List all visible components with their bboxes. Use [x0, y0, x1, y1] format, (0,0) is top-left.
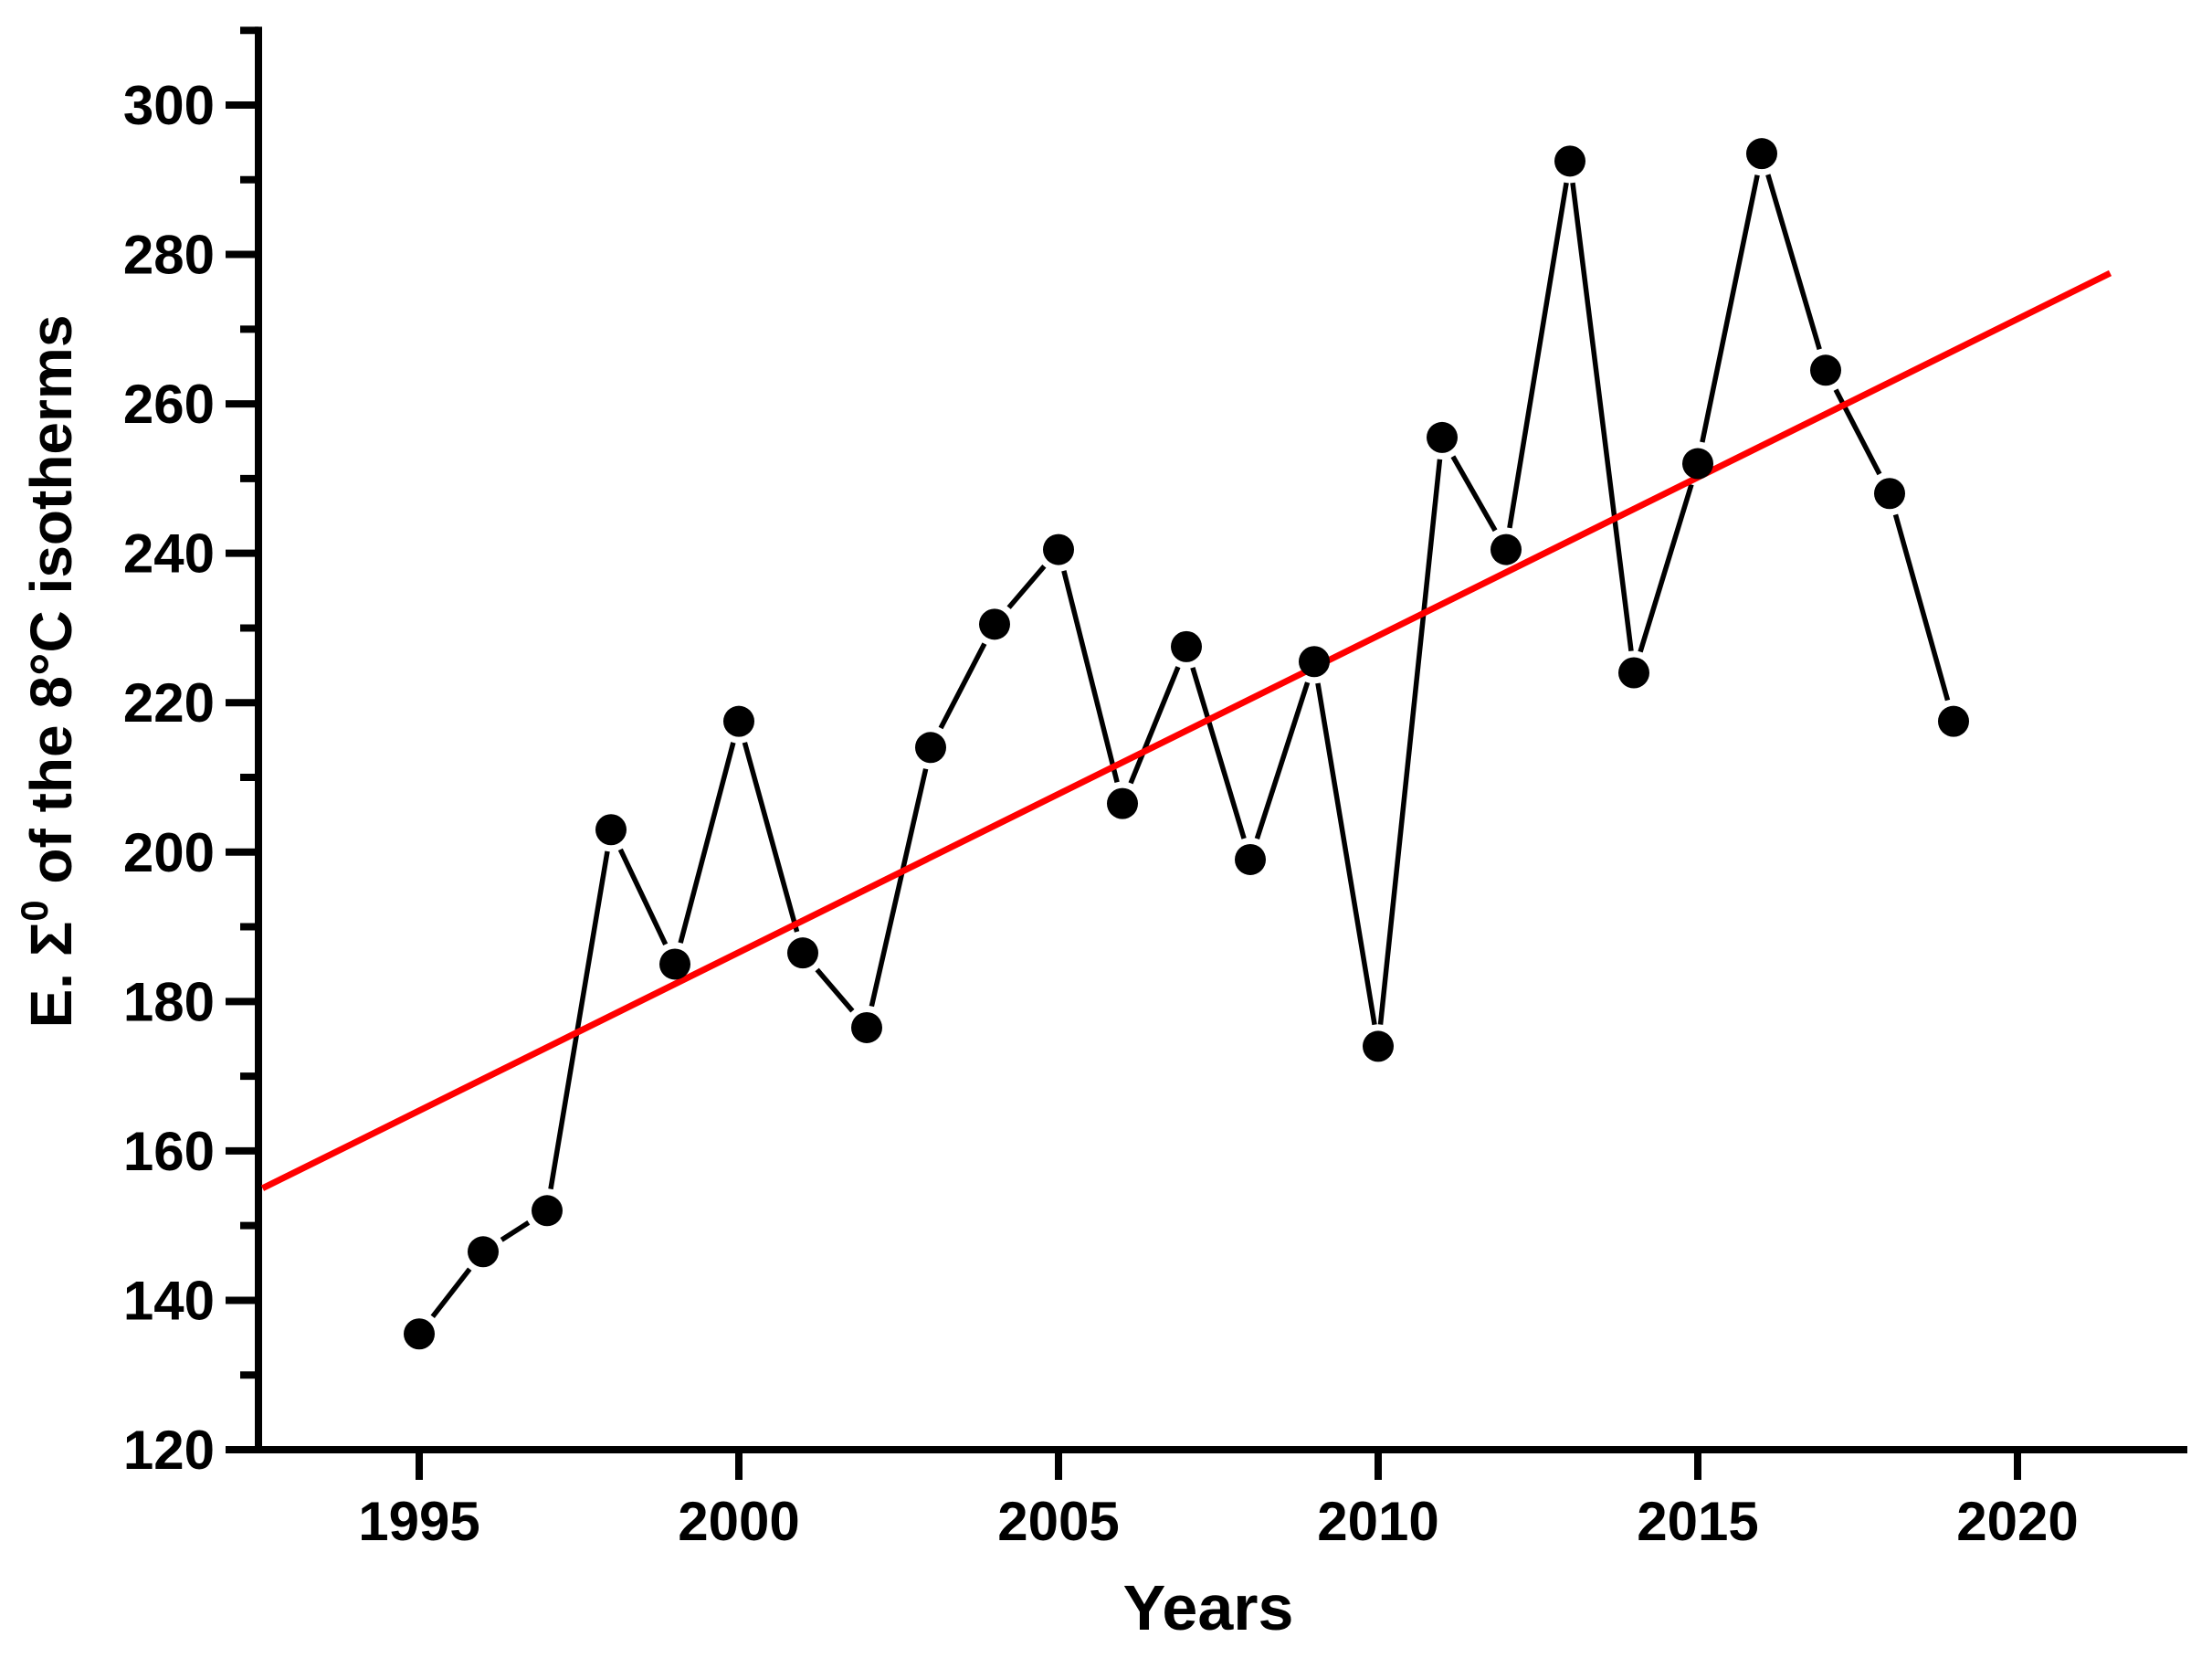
y-tick-label: 180: [123, 971, 215, 1032]
data-points: [404, 138, 1969, 1350]
series-segment: [815, 967, 855, 1013]
series-segment: [742, 742, 800, 933]
series-segment: [869, 768, 929, 1008]
data-point: [851, 1011, 882, 1043]
y-tick-label: 220: [123, 672, 215, 734]
data-point: [1299, 646, 1330, 678]
series-segment: [1377, 459, 1443, 1025]
series-segment: [1700, 174, 1760, 443]
x-tick-label: 2010: [1317, 1491, 1438, 1552]
x-tick-label: 1995: [358, 1491, 479, 1552]
series-segment: [1315, 682, 1377, 1026]
series-segment: [1128, 666, 1181, 785]
x-tick-label: 2020: [1956, 1491, 2078, 1552]
series-segment: [617, 848, 669, 945]
data-point: [1427, 421, 1458, 453]
y-tick-label: 120: [123, 1420, 215, 1481]
series-segment: [678, 742, 736, 944]
y-axis: [226, 26, 262, 1453]
series-segment: [430, 1267, 472, 1318]
data-point: [723, 705, 754, 737]
data-series: [430, 174, 1951, 1318]
x-axis-labels: 1995 2000 2005 2010 2015 2020: [358, 1491, 2078, 1552]
x-axis-title: Years: [1123, 1572, 1294, 1643]
y-tick-label: 160: [123, 1121, 215, 1182]
data-point: [1107, 787, 1138, 819]
series-segment: [1570, 182, 1634, 652]
data-point: [1490, 533, 1522, 565]
data-point: [659, 948, 690, 980]
series-segment: [1450, 455, 1498, 533]
y-tick-label: 300: [123, 75, 215, 136]
data-point: [915, 732, 946, 764]
y-tick-label: 140: [123, 1270, 215, 1331]
data-point: [468, 1236, 499, 1268]
series-segment: [1254, 681, 1311, 840]
y-axis-title: E. Σ0 of the 8°C isotherms: [13, 315, 84, 1029]
series-segment: [1006, 565, 1047, 609]
data-point: [1810, 354, 1841, 386]
data-point: [1235, 843, 1266, 875]
y-tick-label: 240: [123, 523, 215, 585]
x-tick-label: 2005: [997, 1491, 1119, 1552]
series-segment: [1507, 182, 1569, 529]
x-tick-label: 2000: [678, 1491, 799, 1552]
trend-line: [260, 269, 2112, 1191]
data-point: [1618, 657, 1649, 689]
series-segment: [1765, 174, 1822, 351]
series-segment: [1892, 513, 1951, 702]
data-point: [1043, 533, 1074, 565]
y-axis-labels: 120 140 160 180 200 220 240 260 280 300: [123, 75, 215, 1481]
data-point: [1682, 448, 1713, 480]
data-point: [1874, 478, 1905, 510]
x-tick-label: 2015: [1637, 1491, 1758, 1552]
y-tick-label: 280: [123, 225, 215, 286]
series-segment: [548, 850, 610, 1190]
data-point: [787, 937, 818, 969]
y-tick-label: 200: [123, 822, 215, 883]
data-point: [979, 608, 1010, 640]
series-segment: [1638, 483, 1694, 653]
data-point: [1554, 145, 1585, 177]
data-point: [532, 1195, 563, 1227]
data-point: [1938, 705, 1969, 737]
x-axis: [255, 1446, 2187, 1480]
data-point: [1746, 138, 1777, 170]
series-segment: [1061, 570, 1120, 784]
data-point: [1171, 630, 1202, 662]
y-tick-label: 260: [123, 374, 215, 435]
data-point: [595, 814, 627, 846]
series-segment: [500, 1220, 531, 1242]
series-segment: [938, 642, 987, 730]
series-segment: [1190, 667, 1247, 840]
data-point: [404, 1318, 435, 1350]
data-point: [1363, 1030, 1394, 1062]
